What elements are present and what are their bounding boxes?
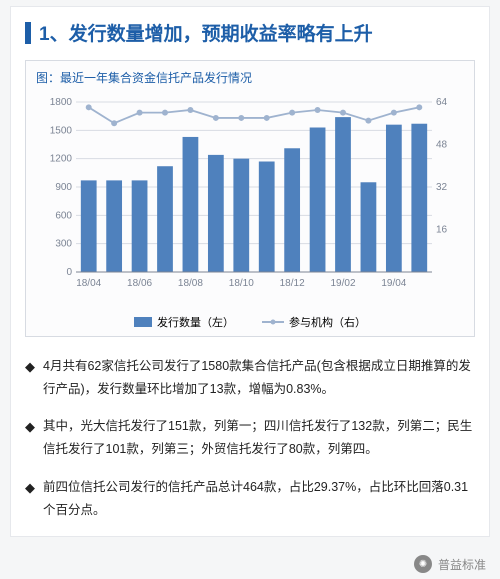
legend-bar-swatch bbox=[134, 317, 152, 327]
legend-line-swatch bbox=[262, 321, 284, 323]
svg-text:1200: 1200 bbox=[50, 154, 73, 165]
chart-caption: 图：最近一年集合资金信托产品发行情况 bbox=[36, 69, 464, 86]
bullet-text: 前四位信托公司发行的信托产品总计464款，占比29.37%，占比环比回落0.31… bbox=[43, 476, 475, 522]
legend-line: 参与机构（右） bbox=[262, 314, 366, 330]
legend-line-label: 参与机构（右） bbox=[289, 314, 366, 330]
svg-text:16: 16 bbox=[436, 225, 448, 236]
svg-text:18/10: 18/10 bbox=[229, 278, 254, 289]
footer-source: 普益标准 bbox=[438, 556, 486, 573]
section-title: 1、发行数量增加，预期收益率略有上升 bbox=[25, 19, 475, 46]
wechat-icon: ✺ bbox=[414, 555, 432, 573]
bullet-text: 4月共有62家信托公司发行了1580款集合信托产品(包含根据成立日期推算的发行产… bbox=[43, 355, 475, 401]
svg-text:18/04: 18/04 bbox=[76, 278, 101, 289]
svg-text:1800: 1800 bbox=[50, 97, 73, 108]
footer: ✺ 普益标准 bbox=[414, 555, 486, 573]
svg-text:19/02: 19/02 bbox=[330, 278, 355, 289]
svg-text:600: 600 bbox=[55, 210, 72, 221]
bullet-text: 其中，光大信托发行了151款，列第一；四川信托发行了132款，列第二；民生信托发… bbox=[43, 415, 475, 461]
svg-text:48: 48 bbox=[436, 140, 448, 151]
svg-text:900: 900 bbox=[55, 182, 72, 193]
content-card: 1、发行数量增加，预期收益率略有上升 图：最近一年集合资金信托产品发行情况 0 3… bbox=[10, 6, 490, 537]
svg-text:18/12: 18/12 bbox=[280, 278, 305, 289]
svg-text:64: 64 bbox=[436, 97, 448, 108]
svg-text:18/06: 18/06 bbox=[127, 278, 152, 289]
svg-text:18/08: 18/08 bbox=[178, 278, 203, 289]
svg-text:1500: 1500 bbox=[50, 125, 73, 136]
bullet-item: ◆前四位信托公司发行的信托产品总计464款，占比29.37%，占比环比回落0.3… bbox=[25, 476, 475, 522]
bullet-item: ◆4月共有62家信托公司发行了1580款集合信托产品(包含根据成立日期推算的发行… bbox=[25, 355, 475, 401]
bullet-list: ◆4月共有62家信托公司发行了1580款集合信托产品(包含根据成立日期推算的发行… bbox=[25, 355, 475, 522]
bullet-marker: ◆ bbox=[25, 415, 43, 461]
bullet-marker: ◆ bbox=[25, 476, 43, 522]
svg-text:32: 32 bbox=[436, 182, 448, 193]
bullet-item: ◆其中，光大信托发行了151款，列第一；四川信托发行了132款，列第二；民生信托… bbox=[25, 415, 475, 461]
title-text: 1、发行数量增加，预期收益率略有上升 bbox=[39, 19, 373, 46]
issuance-chart: 0 300 600 900 1200 1500 1800 16 32 48 64 18/04 18/06… bbox=[36, 92, 466, 312]
svg-text:0: 0 bbox=[66, 267, 72, 278]
title-accent-bar bbox=[25, 22, 31, 44]
chart-legend: 发行数量（左） 参与机构（右） bbox=[36, 314, 464, 330]
bullet-marker: ◆ bbox=[25, 355, 43, 401]
chart-container: 图：最近一年集合资金信托产品发行情况 0 300 600 900 1200 1500 180… bbox=[25, 60, 475, 337]
svg-text:19/04: 19/04 bbox=[381, 278, 406, 289]
svg-text:300: 300 bbox=[55, 239, 72, 250]
legend-bars: 发行数量（左） bbox=[134, 314, 234, 330]
legend-bar-label: 发行数量（左） bbox=[157, 314, 234, 330]
